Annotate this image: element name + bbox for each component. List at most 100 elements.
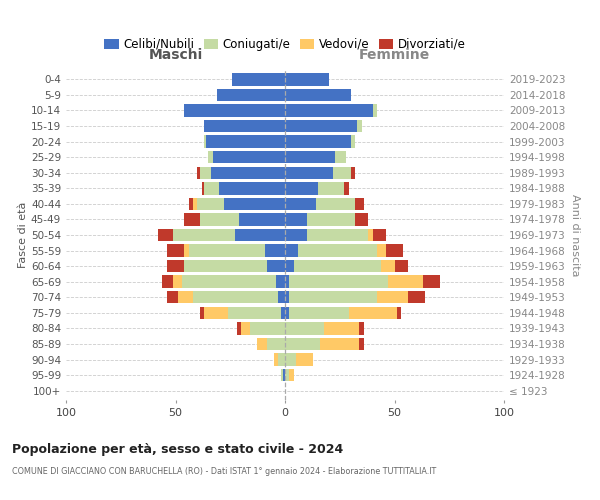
Bar <box>278 291 285 304</box>
Bar <box>386 244 403 257</box>
Bar <box>423 276 440 288</box>
Bar <box>184 244 188 257</box>
Bar <box>220 182 285 194</box>
Bar <box>289 369 294 382</box>
Bar <box>285 120 357 132</box>
Y-axis label: Anni di nascita: Anni di nascita <box>569 194 580 276</box>
Bar <box>307 229 368 241</box>
Bar <box>167 244 184 257</box>
Bar <box>349 306 397 319</box>
Bar <box>335 151 346 164</box>
Bar <box>200 213 239 226</box>
Bar <box>285 291 289 304</box>
Bar <box>184 260 268 272</box>
Bar <box>228 306 281 319</box>
Bar <box>377 291 407 304</box>
Bar <box>357 120 362 132</box>
Bar <box>268 338 285 350</box>
Bar <box>285 354 296 366</box>
Bar <box>193 198 197 210</box>
Bar <box>388 276 423 288</box>
Bar <box>285 73 329 86</box>
Bar <box>235 229 285 241</box>
Bar <box>213 151 285 164</box>
Bar <box>232 73 285 86</box>
Bar <box>193 291 278 304</box>
Bar <box>285 104 373 117</box>
Bar <box>257 338 268 350</box>
Bar <box>173 276 182 288</box>
Bar <box>278 354 285 366</box>
Bar <box>281 369 283 382</box>
Text: Maschi: Maschi <box>148 48 203 62</box>
Bar <box>373 229 386 241</box>
Bar <box>281 306 285 319</box>
Bar <box>285 136 350 148</box>
Text: Popolazione per età, sesso e stato civile - 2024: Popolazione per età, sesso e stato civil… <box>12 442 343 456</box>
Bar <box>285 338 320 350</box>
Bar <box>397 306 401 319</box>
Bar <box>307 213 355 226</box>
Bar <box>204 136 206 148</box>
Bar <box>241 322 250 334</box>
Bar <box>197 166 200 179</box>
Bar <box>163 276 173 288</box>
Bar <box>320 338 359 350</box>
Legend: Celibi/Nubili, Coniugati/e, Vedovi/e, Divorziati/e: Celibi/Nubili, Coniugati/e, Vedovi/e, Di… <box>100 33 470 56</box>
Bar <box>217 88 285 101</box>
Bar <box>167 291 178 304</box>
Bar <box>197 198 224 210</box>
Bar <box>204 306 228 319</box>
Bar <box>265 244 285 257</box>
Bar <box>355 213 368 226</box>
Bar <box>395 260 407 272</box>
Bar <box>276 276 285 288</box>
Bar <box>200 166 211 179</box>
Bar <box>289 291 377 304</box>
Bar <box>224 198 285 210</box>
Bar <box>158 229 173 241</box>
Text: COMUNE DI GIACCIANO CON BARUCHELLA (RO) - Dati ISTAT 1° gennaio 2024 - Elaborazi: COMUNE DI GIACCIANO CON BARUCHELLA (RO) … <box>12 468 436 476</box>
Bar <box>285 322 325 334</box>
Bar <box>184 104 285 117</box>
Bar <box>285 88 350 101</box>
Bar <box>285 151 335 164</box>
Bar <box>285 182 318 194</box>
Bar <box>373 104 377 117</box>
Bar <box>350 136 355 148</box>
Bar <box>359 322 364 334</box>
Bar <box>350 166 355 179</box>
Bar <box>184 213 200 226</box>
Bar <box>239 213 285 226</box>
Bar <box>407 291 425 304</box>
Bar <box>285 198 316 210</box>
Bar <box>355 198 364 210</box>
Bar <box>298 244 377 257</box>
Bar <box>268 260 285 272</box>
Bar <box>167 260 184 272</box>
Bar <box>274 354 278 366</box>
Bar <box>344 182 349 194</box>
Bar <box>318 182 344 194</box>
Bar <box>188 198 193 210</box>
Bar <box>206 136 285 148</box>
Bar <box>368 229 373 241</box>
Bar <box>285 260 294 272</box>
Bar <box>250 322 285 334</box>
Bar <box>285 244 298 257</box>
Bar <box>377 244 386 257</box>
Bar <box>178 291 193 304</box>
Bar <box>208 151 213 164</box>
Bar <box>173 229 235 241</box>
Bar <box>359 338 364 350</box>
Bar <box>182 276 276 288</box>
Bar <box>325 322 359 334</box>
Bar <box>204 120 285 132</box>
Bar <box>188 244 265 257</box>
Bar <box>285 306 289 319</box>
Bar <box>285 213 307 226</box>
Bar <box>285 166 333 179</box>
Bar <box>202 182 204 194</box>
Bar <box>283 369 285 382</box>
Bar <box>316 198 355 210</box>
